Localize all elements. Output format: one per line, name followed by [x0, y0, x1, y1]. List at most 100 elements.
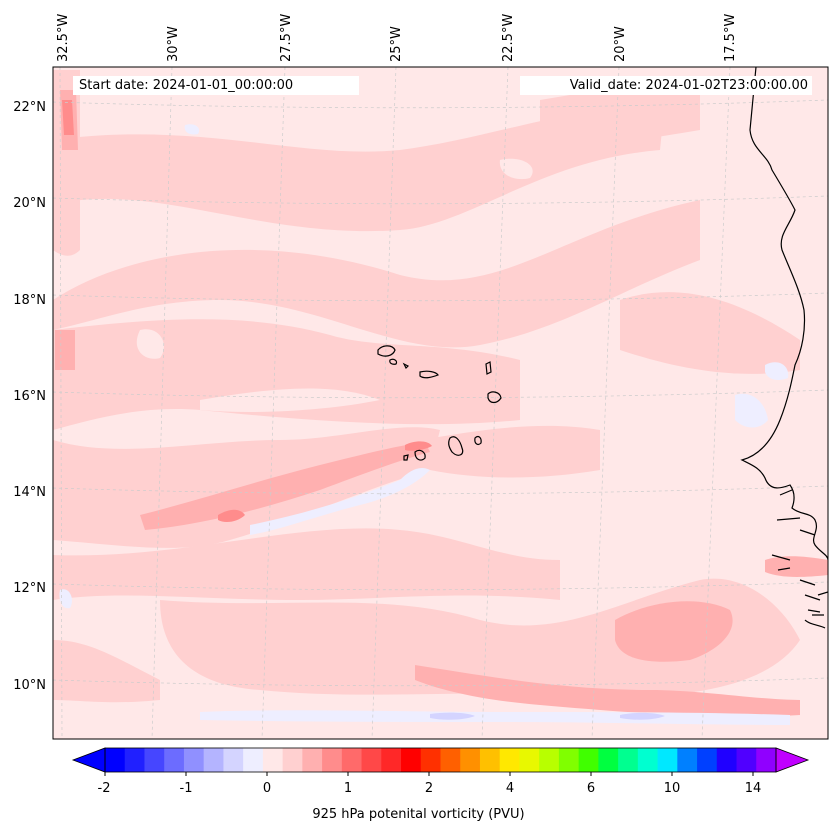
colorbar-cell: [322, 748, 343, 772]
pv-contour-band: [540, 80, 700, 150]
colorbar-cell: [499, 748, 520, 772]
pv-contour-band: [136, 329, 164, 359]
colorbar-cell: [519, 748, 540, 772]
island-sal: [485, 361, 492, 375]
island-sao-nicolau: [419, 370, 439, 379]
colorbar-cells: [105, 748, 777, 772]
colorbar-outline: [104, 747, 777, 773]
colorbar-over-arrow: [775, 747, 810, 773]
pv-contour-band: [53, 528, 560, 600]
colorbar-cell: [341, 748, 363, 772]
pv-contour-band: [200, 388, 380, 412]
colorbar-tick-label: 14: [745, 781, 762, 796]
lon-label: 22.5°W: [501, 14, 516, 62]
parallel-line: [53, 292, 828, 302]
parallel-line: [53, 389, 828, 399]
colorbar-cell: [164, 748, 185, 772]
colorbar-cell: [716, 748, 738, 772]
pv-contour-band: [140, 442, 430, 530]
parallel-line: [53, 677, 828, 687]
colorbar-cell: [262, 748, 284, 772]
colorbar-cell: [223, 748, 244, 772]
start-date-label: Start date: 2024-01-01_00:00:00: [73, 76, 359, 95]
pv-contour-band: [765, 362, 789, 380]
pv-contour-band: [62, 100, 74, 135]
meridian-line: [151, 67, 173, 739]
island-sao-vicente: [389, 358, 398, 365]
pv-contour-band: [405, 441, 432, 451]
pv-contour-band: [160, 578, 800, 697]
pv-contour-band: [53, 640, 160, 703]
colorbar-cell: [302, 748, 323, 772]
island-santiago: [448, 436, 464, 456]
lon-label: 27.5°W: [279, 14, 294, 62]
island-fogo: [414, 449, 426, 461]
colorbar-tick-label: 1: [344, 781, 352, 796]
colorbar-cell: [105, 748, 126, 772]
colorbar-cell: [598, 748, 619, 772]
colorbar-cell: [401, 748, 422, 772]
colorbar-ticks: -2 -1 0 1 2 4 6 10 14: [98, 772, 762, 796]
colorbar-cell: [677, 748, 698, 772]
colorbar: -2 -1 0 1 2 4 6 10 14: [71, 747, 810, 796]
parallel-line: [53, 195, 828, 205]
colorbar-cell: [183, 748, 205, 772]
island-brava: [403, 454, 409, 461]
pv-contour-band: [765, 556, 828, 577]
pv-contour-band: [53, 319, 520, 430]
parallel-line: [53, 485, 828, 495]
lon-label: 30°W: [166, 26, 181, 62]
pv-contour-band: [615, 601, 733, 662]
pv-contour-band: [218, 509, 245, 523]
colorbar-cell: [361, 748, 382, 772]
pv-contour-band: [430, 712, 475, 720]
valid-date-label: Valid_date: 2024-01-02T23:00:00.00: [520, 76, 812, 95]
island-boa-vista: [487, 391, 502, 404]
latitude-labels: 22°N 20°N 18°N 16°N 14°N 12°N 10°N: [13, 100, 46, 693]
colorbar-cell: [657, 748, 678, 772]
colorbar-cell: [243, 748, 264, 772]
pv-contour-band: [53, 100, 665, 232]
meridian-line: [261, 67, 286, 739]
parallel-line: [53, 99, 828, 109]
lat-label: 18°N: [13, 293, 46, 308]
colorbar-cell: [736, 748, 757, 772]
colorbar-tick-label: 0: [263, 781, 271, 796]
meridian-line: [591, 67, 620, 739]
pv-contour-band: [59, 589, 72, 609]
gridlines: [53, 67, 828, 739]
meridian-line: [371, 67, 397, 739]
lon-label: 17.5°W: [723, 14, 738, 62]
lat-label: 20°N: [13, 196, 46, 211]
island-santa-luzia: [402, 362, 410, 370]
colorbar-cell: [203, 748, 224, 772]
pv-contour-band: [184, 124, 200, 135]
lat-label: 10°N: [13, 678, 46, 693]
pv-contour-band: [53, 200, 700, 348]
pv-contour-band: [499, 158, 533, 180]
coastline: [377, 67, 828, 629]
colorbar-cell: [479, 748, 501, 772]
colorbar-title: 925 hPa potenital vorticity (PVU): [312, 807, 525, 822]
colorbar-cell: [144, 748, 165, 772]
colorbar-cell: [697, 748, 718, 772]
colorbar-cell: [420, 748, 441, 772]
longitude-labels: 32.5°W 30°W 27.5°W 25°W 22.5°W 20°W 17.5…: [56, 14, 738, 62]
pv-contour-band: [620, 712, 665, 720]
map-frame: [52, 66, 829, 740]
lat-label: 16°N: [13, 389, 46, 404]
colorbar-cell: [756, 748, 777, 772]
lat-label: 12°N: [13, 581, 46, 596]
colorbar-tick-label: -1: [180, 781, 193, 796]
colorbar-cell: [618, 748, 639, 772]
colorbar-cell: [381, 748, 402, 772]
island-maio: [474, 436, 482, 445]
colorbar-cell: [460, 748, 481, 772]
colorbar-under-arrow: [71, 747, 106, 773]
island-santo-antao: [377, 345, 396, 357]
colorbar-tick-label: 10: [664, 781, 681, 796]
pv-contour-band: [250, 468, 430, 535]
colorbar-tick-label: 6: [587, 781, 595, 796]
